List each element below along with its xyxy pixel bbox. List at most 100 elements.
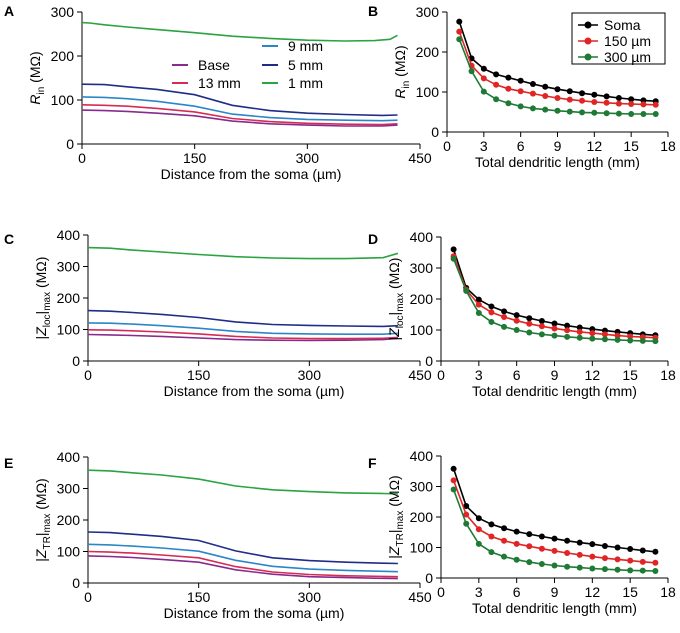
data-point: [628, 96, 635, 103]
data-point: [526, 559, 533, 566]
data-point: [614, 332, 621, 339]
x-tick-label: 12: [585, 584, 601, 600]
data-point: [566, 96, 573, 103]
y-tick-label: 100: [57, 544, 81, 560]
panel-a: A 0 100 200 300 0 150 300 450 Distance from the s…: [4, 3, 432, 182]
data-point: [564, 563, 571, 570]
data-point: [579, 90, 586, 97]
panel-b: B 0 100 200 300 0 3 6 9 12 15 18 Total dendritic len…: [368, 3, 676, 170]
data-point: [480, 75, 487, 82]
data-point: [576, 334, 583, 341]
data-point: [564, 327, 571, 334]
data-point: [601, 336, 608, 343]
y-tick-label: 100: [57, 322, 81, 338]
data-point: [627, 337, 634, 344]
x-tick-label: 12: [585, 367, 601, 383]
y-tick-label: 300: [57, 481, 81, 497]
data-point: [615, 110, 622, 117]
data-point: [639, 567, 646, 574]
x-tick-label: 0: [84, 589, 92, 605]
data-point: [564, 549, 571, 556]
data-point: [542, 83, 549, 90]
data-point: [463, 520, 470, 527]
panel-label: C: [4, 231, 14, 247]
data-point: [501, 313, 508, 320]
data-point: [517, 77, 524, 84]
panel-e: E 0 100 200 300 400 0 150 300 450 Distance from th…: [4, 449, 432, 621]
series-line-5-mm: [81, 83, 398, 117]
data-point: [640, 111, 647, 117]
y-tick-label: 0: [66, 136, 74, 152]
data-point: [501, 537, 508, 544]
x-tick-label: 18: [660, 367, 676, 383]
legend-label: 5 mm: [288, 57, 323, 73]
data-point: [475, 301, 482, 308]
y-axis-title: Rin (MΩ): [27, 51, 47, 104]
series-line-300-um: [452, 489, 656, 572]
x-axis-title: Total dendritic length (mm): [475, 154, 640, 170]
series-line-5-mm: [87, 309, 398, 328]
y-axis-title: |ZTR|max (MΩ): [33, 478, 53, 561]
data-point: [526, 531, 533, 538]
x-tick-label: 0: [443, 138, 451, 154]
y-tick-label: 300: [51, 4, 75, 20]
series-line-9-mm: [87, 322, 398, 336]
x-tick-label: 0: [437, 584, 445, 600]
y-axis-title: Rin (MΩ): [392, 45, 412, 98]
legend-label: 300 µm: [604, 49, 651, 65]
data-point: [551, 332, 558, 339]
data-point: [639, 547, 646, 554]
x-tick-label: 12: [587, 138, 603, 154]
x-tick-label: 6: [513, 367, 521, 383]
data-point: [450, 486, 457, 493]
y-tick-label: 200: [57, 512, 81, 528]
data-point: [551, 320, 558, 327]
legend-marker: [584, 37, 592, 45]
series-line-13-mm: [81, 104, 398, 126]
x-tick-label: 150: [183, 150, 207, 166]
panel-d: D 0 100 200 300 400 0 3 6 9 12 15 18 Total dendritic …: [368, 229, 676, 399]
data-point: [652, 559, 659, 566]
data-point: [538, 533, 545, 540]
x-tick-label: 3: [475, 367, 483, 383]
series-line-13-mm: [87, 550, 398, 578]
data-point: [475, 526, 482, 533]
y-tick-label: 400: [410, 229, 434, 245]
series-line-1-mm: [87, 469, 398, 495]
x-tick-label: 0: [84, 367, 92, 383]
y-tick-label: 400: [410, 448, 434, 464]
series-line-1-mm: [81, 21, 398, 42]
data-point: [640, 101, 647, 108]
data-point: [513, 556, 520, 563]
data-point: [538, 323, 545, 330]
data-point: [450, 465, 457, 472]
x-tick-label: 18: [660, 584, 676, 600]
x-axis-title: Distance from the soma (µm): [164, 605, 345, 621]
data-point: [601, 555, 608, 562]
data-point: [488, 549, 495, 556]
data-point: [526, 315, 533, 322]
x-tick-label: 300: [298, 589, 322, 605]
y-axis-title: |Zloc|max (MΩ): [33, 257, 53, 340]
y-tick-label: 100: [51, 92, 75, 108]
data-point: [551, 547, 558, 554]
data-point: [450, 255, 457, 262]
panel-label: F: [368, 455, 377, 471]
series-line-9-mm: [81, 96, 398, 122]
series-line-Base: [87, 555, 398, 580]
x-tick-label: 3: [475, 584, 483, 600]
y-tick-label: 400: [57, 449, 81, 465]
data-point: [538, 318, 545, 325]
data-point: [517, 103, 524, 110]
y-tick-label: 0: [72, 353, 80, 369]
data-point: [505, 74, 512, 81]
x-axis-title: Total dendritic length (mm): [472, 383, 637, 399]
data-point: [628, 101, 635, 107]
y-tick-label: 300: [416, 4, 440, 20]
data-point: [513, 317, 520, 324]
data-point: [551, 535, 558, 542]
data-point: [566, 108, 573, 115]
y-tick-label: 200: [57, 290, 81, 306]
data-point: [526, 543, 533, 550]
y-tick-label: 100: [410, 322, 434, 338]
